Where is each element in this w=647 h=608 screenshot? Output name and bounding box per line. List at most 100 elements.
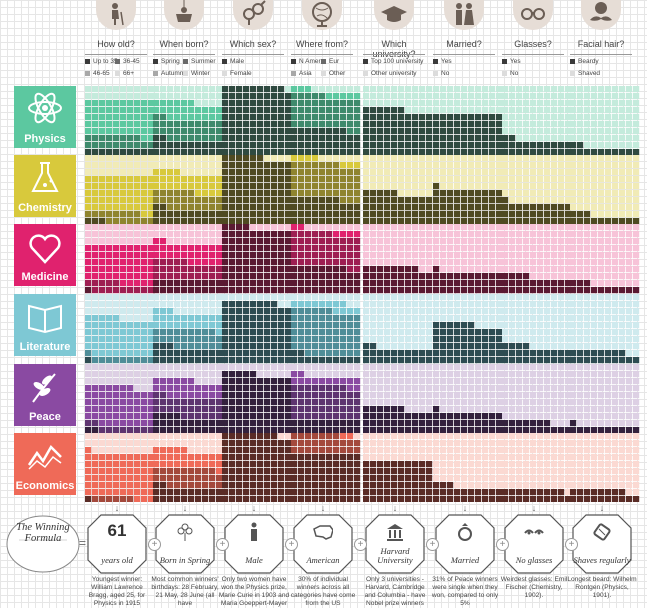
waffle-cell: [489, 224, 496, 231]
waffle-cell: [475, 142, 482, 149]
waffle-cell: [305, 252, 312, 259]
waffle-cell: [468, 273, 475, 280]
waffle-cell: [141, 336, 148, 343]
waffle-cell: [598, 280, 605, 287]
waffle-cell: [243, 308, 250, 315]
waffle-cell: [405, 475, 412, 482]
waffle-cell: [370, 308, 377, 315]
waffle-cell: [222, 287, 229, 294]
waffle-cell: [278, 433, 285, 440]
waffle-cell: [530, 357, 537, 364]
waffle-cell: [202, 183, 209, 190]
waffle-cell: [577, 294, 584, 301]
waffle-cell: [113, 378, 120, 385]
waffle-cell: [148, 245, 155, 252]
waffle-cell: [391, 155, 398, 162]
waffle-cell: [202, 245, 209, 252]
waffle-cell: [377, 273, 384, 280]
waffle-cell: [188, 190, 195, 197]
waffle-cell: [291, 364, 298, 371]
legend-entry: Autumn: [153, 70, 183, 78]
waffle-cell: [530, 155, 537, 162]
waffle-cell: [120, 357, 127, 364]
waffle-cell: [426, 135, 433, 142]
waffle-cell: [468, 454, 475, 461]
waffle-cell: [433, 169, 440, 176]
waffle-cell: [113, 135, 120, 142]
waffle-cell: [216, 149, 223, 156]
waffle-cell: [195, 385, 202, 392]
legend-swatch: [222, 70, 227, 76]
waffle-cell: [384, 427, 391, 434]
waffle-cell: [598, 162, 605, 169]
waffle-cell: [354, 197, 361, 204]
waffle-cell: [92, 454, 99, 461]
waffle-cell: [426, 315, 433, 322]
waffle-cell: [591, 482, 598, 489]
waffle-cell: [544, 259, 551, 266]
waffle-cell: [229, 169, 236, 176]
waffle-cell: [570, 183, 577, 190]
waffle-cell: [591, 252, 598, 259]
waffle-cell: [558, 357, 565, 364]
waffle-cell: [426, 162, 433, 169]
waffle-cell: [99, 322, 106, 329]
waffle-cell: [305, 218, 312, 225]
waffle-cell: [257, 280, 264, 287]
waffle-cell: [584, 350, 591, 357]
waffle-cell: [558, 238, 565, 245]
waffle-cell: [530, 427, 537, 434]
waffle-cell: [291, 238, 298, 245]
waffle-cell: [340, 399, 347, 406]
waffle-cell: [271, 294, 278, 301]
waffle-cell: [120, 475, 127, 482]
waffle-cell: [633, 413, 640, 420]
waffle-cell: [347, 204, 354, 211]
waffle-cell: [454, 461, 461, 468]
waffle-cell: [530, 224, 537, 231]
question-label: How old?: [97, 39, 135, 49]
waffle-cell: [591, 224, 598, 231]
waffle-cell: [440, 454, 447, 461]
waffle-cell: [257, 475, 264, 482]
waffle-cell: [160, 211, 167, 218]
waffle-cell: [174, 224, 181, 231]
waffle-cell: [319, 218, 326, 225]
waffle-cell: [195, 273, 202, 280]
waffle-cell: [584, 496, 591, 502]
waffle-cell: [160, 142, 167, 149]
waffle-cell: [195, 280, 202, 287]
waffle-cell: [271, 135, 278, 142]
waffle-cell: [516, 155, 523, 162]
waffle-cell: [605, 86, 612, 93]
waffle-cell: [195, 252, 202, 259]
waffle-cell: [264, 197, 271, 204]
waffle-cell: [509, 427, 516, 434]
waffle-cell: [398, 211, 405, 218]
waffle-cell: [141, 461, 148, 468]
waffle-cell: [405, 100, 412, 107]
waffle-cell: [106, 135, 113, 142]
waffle-cell: [202, 190, 209, 197]
waffle-cell: [209, 475, 216, 482]
waffle-cell: [558, 190, 565, 197]
waffle-cell: [229, 371, 236, 378]
waffle-cell: [530, 336, 537, 343]
waffle-cell: [229, 350, 236, 357]
waffle-cell: [120, 461, 127, 468]
waffle-cell: [257, 392, 264, 399]
waffle-cell: [447, 413, 454, 420]
waffle-cell: [558, 162, 565, 169]
waffle-cell: [584, 266, 591, 273]
waffle-cell: [565, 273, 572, 280]
waffle-cell: [502, 218, 509, 225]
waffle-cell: [523, 406, 530, 413]
waffle-cell: [489, 420, 496, 427]
waffle-cell: [440, 399, 447, 406]
waffle-cell: [340, 496, 347, 502]
waffle-cell: [92, 489, 99, 496]
waffle-cell: [85, 420, 92, 427]
waffle-cell: [285, 496, 292, 502]
waffle-cell: [426, 211, 433, 218]
waffle-cell: [148, 461, 155, 468]
